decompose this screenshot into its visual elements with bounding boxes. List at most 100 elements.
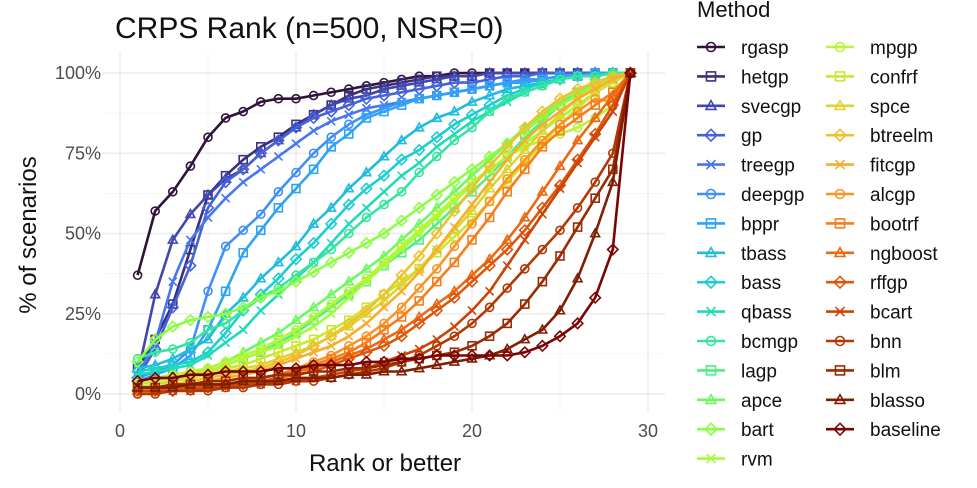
data-point xyxy=(324,105,338,118)
data-point xyxy=(518,345,532,359)
legend-key-marker xyxy=(834,159,846,170)
data-point xyxy=(166,371,180,385)
data-point xyxy=(555,119,565,130)
data-point xyxy=(131,381,144,392)
data-point xyxy=(536,339,549,353)
x-tick-label: 0 xyxy=(115,421,125,441)
data-point xyxy=(307,217,320,228)
legend-label: rffgp xyxy=(870,273,908,294)
data-point xyxy=(167,381,179,392)
data-point xyxy=(307,265,320,279)
data-point xyxy=(324,329,338,343)
legend-item-apce: apce xyxy=(697,391,782,412)
y-tick-label: 50% xyxy=(65,224,101,244)
data-point xyxy=(430,227,444,240)
data-point xyxy=(360,368,373,379)
data-point xyxy=(307,111,320,125)
data-point xyxy=(201,368,215,382)
data-point xyxy=(483,252,496,264)
data-point xyxy=(166,320,180,333)
legend-label: bootrf xyxy=(870,214,919,235)
legend-item-treegp: treegp xyxy=(697,156,795,177)
data-point xyxy=(555,106,565,117)
data-point xyxy=(343,182,355,193)
data-point xyxy=(589,111,601,122)
data-point xyxy=(395,134,408,145)
data-point xyxy=(412,249,426,263)
data-point xyxy=(379,302,389,312)
data-point xyxy=(255,209,266,220)
legend-item-svecgp: svecgp xyxy=(697,97,801,118)
data-point xyxy=(467,200,477,210)
legend-key-marker xyxy=(705,159,717,170)
data-point xyxy=(448,349,461,362)
legend-label: qbass xyxy=(741,303,792,324)
data-point xyxy=(255,272,267,283)
data-point xyxy=(536,105,549,118)
data-point xyxy=(360,182,373,195)
data-point xyxy=(361,212,372,223)
data-point xyxy=(431,151,442,162)
y-tick-label: 25% xyxy=(65,304,101,324)
legend-label: blasso xyxy=(870,391,925,412)
legend-key-marker xyxy=(833,98,847,111)
data-point xyxy=(150,206,160,216)
data-point xyxy=(483,259,496,272)
data-point xyxy=(379,199,389,210)
data-point xyxy=(431,358,443,370)
data-point xyxy=(308,334,319,345)
legend-key-marker xyxy=(704,422,718,437)
legend-label: rgasp xyxy=(741,38,789,59)
legend-key-marker xyxy=(705,335,717,347)
data-point xyxy=(518,82,532,96)
legend-label: btreelm xyxy=(870,126,933,147)
series-line-btreelm xyxy=(137,71,631,393)
legend-label: gp xyxy=(741,126,762,147)
data-point xyxy=(342,358,356,372)
x-tick-label: 20 xyxy=(462,421,482,441)
data-point xyxy=(256,305,266,316)
data-point xyxy=(290,313,302,325)
data-point xyxy=(448,105,461,116)
data-point xyxy=(466,69,478,81)
data-point xyxy=(590,84,600,94)
data-point xyxy=(536,185,549,196)
data-point xyxy=(168,186,178,197)
data-point xyxy=(395,352,408,366)
legend-item-tbass: tbass xyxy=(697,244,786,265)
data-point xyxy=(325,371,337,382)
legend-label: ngboost xyxy=(870,244,938,265)
data-point xyxy=(589,227,601,238)
data-point xyxy=(132,270,143,281)
data-point xyxy=(395,365,408,376)
data-point xyxy=(502,174,513,184)
y-tick-label: 75% xyxy=(65,143,101,163)
legend-key-marker xyxy=(705,188,717,200)
data-point xyxy=(290,371,302,382)
data-point xyxy=(467,122,477,133)
data-point xyxy=(519,154,530,165)
data-point xyxy=(273,369,284,380)
legend-label: apce xyxy=(741,391,782,412)
data-point xyxy=(555,74,565,85)
legend-label: svecgp xyxy=(741,97,801,118)
data-point xyxy=(326,324,337,335)
data-point xyxy=(238,106,248,117)
legend-item-confrf: confrf xyxy=(826,67,918,88)
data-point xyxy=(607,89,619,100)
data-point xyxy=(184,313,197,327)
series-layer xyxy=(131,66,637,399)
data-point xyxy=(465,275,479,288)
legend-key-marker xyxy=(834,306,846,317)
data-point xyxy=(395,153,408,167)
data-point xyxy=(467,305,477,316)
data-point xyxy=(467,318,477,329)
data-point xyxy=(203,132,213,142)
data-point xyxy=(483,89,496,100)
data-point xyxy=(501,82,513,94)
legend-item-qbass: qbass xyxy=(697,303,792,324)
legend-key-marker xyxy=(834,365,846,376)
data-point xyxy=(361,273,372,284)
series-line-baseline xyxy=(137,72,632,383)
